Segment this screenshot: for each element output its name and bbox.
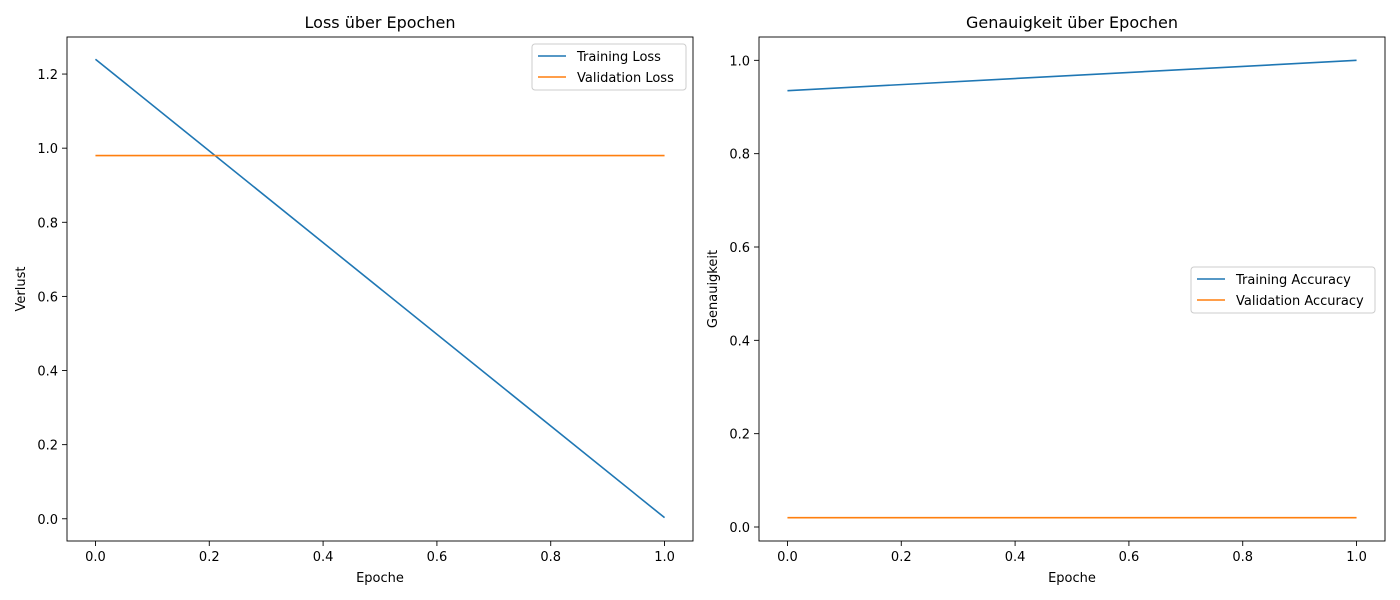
x-tick-label: 0.6 bbox=[1119, 550, 1140, 565]
legend-label: Validation Accuracy bbox=[1236, 294, 1364, 309]
y-tick-label: 0.0 bbox=[37, 513, 58, 528]
y-tick-label: 0.4 bbox=[729, 334, 750, 349]
y-tick-label: 0.2 bbox=[37, 439, 58, 454]
legend: Training Loss Validation Loss bbox=[531, 43, 687, 91]
chart-panel-2: 0.0 0.2 0.4 0.6 0.8 1.0 0.0 0.2 0.4 0.6 0.8 1.0 Gena… bbox=[706, 13, 1386, 586]
series-line-1 bbox=[94, 58, 666, 519]
legend-label: Training Accuracy bbox=[1235, 273, 1351, 288]
y-tick-label: 0.6 bbox=[37, 290, 58, 305]
x-tick-label: 0.0 bbox=[85, 550, 106, 565]
axes-frame bbox=[758, 36, 1386, 542]
x-tick-label: 0.8 bbox=[540, 550, 561, 565]
legend-box bbox=[531, 43, 687, 91]
x-tick-label: 0.0 bbox=[777, 550, 798, 565]
chart-title: Genauigkeit über Epochen bbox=[966, 13, 1178, 32]
y-tick-label: 0.2 bbox=[729, 428, 750, 443]
x-tick-label: 0.4 bbox=[1005, 550, 1026, 565]
x-tick-label: 1.0 bbox=[654, 550, 675, 565]
y-tick-label: 0.4 bbox=[37, 365, 58, 380]
y-tick-label: 0.6 bbox=[729, 241, 750, 256]
y-tick-label: 0.0 bbox=[729, 521, 750, 536]
y-tick-label: 1.2 bbox=[37, 68, 58, 83]
chart-panel-1: 0.0 0.2 0.4 0.6 0.8 1.0 0.0 0.2 0.4 0.6 0.8 1.0 1.2 L… bbox=[14, 13, 694, 586]
y-axis-label: Verlust bbox=[14, 267, 29, 312]
x-tick-label: 0.8 bbox=[1232, 550, 1253, 565]
x-tick-label: 0.2 bbox=[199, 550, 220, 565]
y-tick-label: 0.8 bbox=[729, 148, 750, 163]
x-axis-label: Epoche bbox=[356, 571, 404, 586]
y-tick-label: 0.8 bbox=[37, 216, 58, 231]
x-tick-label: 0.2 bbox=[891, 550, 912, 565]
legend: Training Accuracy Validation Accuracy bbox=[1190, 266, 1376, 314]
legend-box bbox=[1190, 266, 1376, 314]
y-tick-label: 1.0 bbox=[37, 142, 58, 157]
y-axis-label: Genauigkeit bbox=[706, 250, 721, 328]
y-tick-label: 1.0 bbox=[729, 54, 750, 69]
chart-title: Loss über Epochen bbox=[305, 13, 456, 32]
x-axis-label: Epoche bbox=[1048, 571, 1096, 586]
series-line-1 bbox=[787, 59, 1357, 92]
x-tick-label: 0.6 bbox=[427, 550, 448, 565]
x-tick-label: 0.4 bbox=[313, 550, 334, 565]
axes-frame bbox=[66, 36, 694, 542]
legend-label: Training Loss bbox=[576, 50, 661, 65]
legend-label: Validation Loss bbox=[577, 71, 674, 86]
x-tick-label: 1.0 bbox=[1346, 550, 1367, 565]
